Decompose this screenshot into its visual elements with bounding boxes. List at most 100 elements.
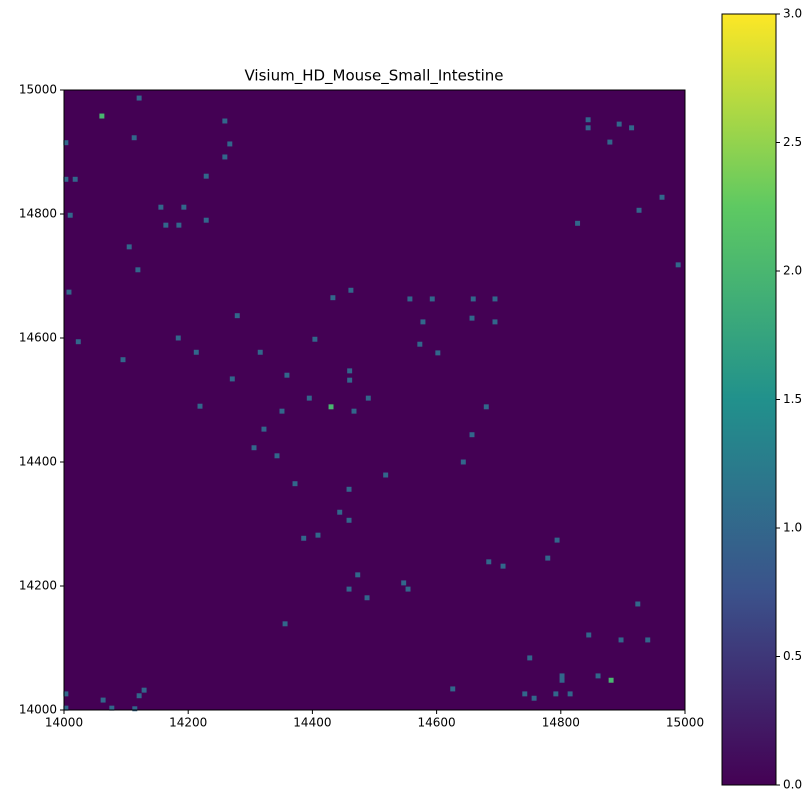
heatmap-cell — [460, 459, 466, 465]
heatmap-cell — [279, 408, 285, 414]
x-tick-label: 14800 — [542, 716, 580, 730]
heatmap-cell — [492, 296, 498, 302]
heatmap-cell — [141, 687, 147, 693]
heatmap-cell — [635, 601, 641, 607]
y-tick-label: 14200 — [19, 579, 57, 593]
heatmap-cell — [347, 377, 353, 383]
heatmap-cell — [282, 621, 288, 627]
heatmap-cell — [312, 336, 318, 342]
heatmap-cell — [136, 95, 142, 101]
heatmap-cell — [608, 677, 614, 683]
heatmap-cell — [63, 705, 69, 711]
heatmap-cell — [158, 204, 164, 210]
heatmap-cell — [274, 453, 280, 459]
heatmap-cell — [559, 677, 565, 683]
heatmap-cell — [131, 135, 137, 141]
heatmap-cell — [486, 559, 492, 565]
heatmap-cell — [553, 691, 559, 697]
heatmap-cell — [401, 580, 407, 586]
heatmap-cell — [618, 637, 624, 643]
heatmap-cell — [483, 404, 489, 410]
y-tick-label: 14600 — [19, 331, 57, 345]
colorbar-tick-label: 2.5 — [783, 135, 802, 149]
heatmap-cell — [435, 350, 441, 356]
colorbar-tick-label: 1.5 — [783, 392, 802, 406]
heatmap-cell — [229, 376, 235, 382]
chart-title: Visium_HD_Mouse_Small_Intestine — [245, 67, 504, 86]
heatmap-cell — [346, 486, 352, 492]
heatmap-cell — [72, 176, 78, 182]
heatmap-cell — [63, 176, 69, 182]
heatmap-cell — [315, 532, 321, 538]
heatmap-cell — [527, 655, 533, 661]
heatmap-cell — [330, 295, 336, 301]
colorbar-tick-label: 2.0 — [783, 264, 802, 278]
heatmap-cell — [347, 368, 353, 374]
y-tick-label: 15000 — [19, 83, 57, 97]
heatmap-cell — [251, 445, 257, 451]
heatmap-cell — [531, 695, 537, 701]
heatmap-cell — [575, 220, 581, 226]
heatmap-cell — [67, 212, 73, 218]
x-tick-label: 14600 — [418, 716, 456, 730]
y-tick-label: 14000 — [19, 703, 57, 717]
heatmap-cell — [405, 586, 411, 592]
heatmap-cell — [607, 139, 613, 145]
heatmap-cell — [109, 705, 115, 711]
heatmap-cell — [585, 125, 591, 131]
heatmap-cell — [132, 706, 138, 712]
heatmap-cell — [163, 222, 169, 228]
heatmap-cell — [136, 693, 142, 699]
heatmap-cell — [261, 426, 267, 432]
x-tick-label: 14200 — [169, 716, 207, 730]
plot-frame — [63, 89, 686, 711]
heatmap-cell — [175, 335, 181, 341]
heatmap-cell — [193, 349, 199, 355]
heatmap-cell — [364, 595, 370, 601]
heatmap-cell — [645, 637, 651, 643]
x-tick-label: 15000 — [666, 716, 704, 730]
heatmap-cell — [429, 296, 435, 302]
heatmap-cell — [120, 357, 126, 363]
heatmap-cell — [417, 341, 423, 347]
heatmap-cell — [203, 173, 209, 179]
colorbar-tick-label: 0.5 — [783, 649, 802, 663]
heatmap-cell — [348, 287, 354, 293]
heatmap-cell — [595, 673, 601, 679]
heatmap-cell — [492, 319, 498, 325]
heatmap-cell — [176, 222, 182, 228]
heatmap-cell — [63, 140, 69, 146]
heatmap-cell — [675, 262, 681, 268]
heatmap-cell — [616, 121, 622, 127]
colorbar-tick-label: 3.0 — [783, 7, 802, 21]
heatmap-cell — [222, 118, 228, 124]
y-tick-label: 14800 — [19, 207, 57, 221]
colorbar — [721, 13, 777, 786]
x-tick-label: 14000 — [45, 716, 83, 730]
heatmap-cell — [234, 313, 240, 319]
heatmap-cell — [420, 319, 426, 325]
heatmap-cell — [450, 686, 456, 692]
heatmap-cell — [337, 509, 343, 515]
heatmap-cell — [197, 403, 203, 409]
heatmap-cell — [346, 586, 352, 592]
heatmap-cell — [181, 204, 187, 210]
colorbar-tick-label: 1.0 — [783, 521, 802, 535]
heatmap-cell — [346, 517, 352, 523]
colorbar-tick-label: 0.0 — [783, 778, 802, 792]
heatmap-cell — [383, 472, 389, 478]
heatmap-cell — [567, 691, 573, 697]
heatmap-cell — [306, 395, 312, 401]
heatmap-cell — [500, 563, 506, 569]
heatmap-cell — [629, 125, 635, 131]
heatmap-cell — [257, 349, 263, 355]
heatmap-cell — [522, 691, 528, 697]
heatmap-cell — [203, 217, 209, 223]
heatmap-cell — [355, 572, 361, 578]
heatmap-cell — [469, 315, 475, 321]
heatmap-cell — [328, 404, 334, 410]
heatmap-cell — [554, 537, 560, 543]
heatmap-cell — [66, 289, 72, 295]
heatmap-cell — [292, 481, 298, 487]
